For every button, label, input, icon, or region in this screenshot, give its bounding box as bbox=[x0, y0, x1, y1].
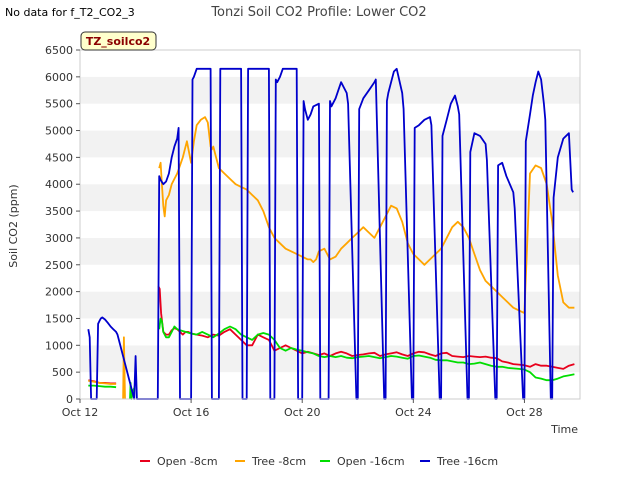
y-tick-label: 5000 bbox=[45, 125, 73, 138]
badge-label: TZ_soilco2 bbox=[86, 35, 150, 48]
y-tick-label: 6000 bbox=[45, 71, 73, 84]
y-tick-label: 1000 bbox=[45, 339, 73, 352]
plot-series bbox=[87, 67, 575, 400]
chart-title: Tonzi Soil CO2 Profile: Lower CO2 bbox=[210, 5, 426, 20]
badge: TZ_soilco2 bbox=[80, 31, 157, 51]
y-tick-label: 0 bbox=[66, 393, 73, 406]
legend: Open -8cm Tree -8cm Open -16cm Tree -16cm bbox=[140, 455, 498, 468]
no-data-note: No data for f_T2_CO2_3 bbox=[5, 6, 135, 19]
grid-band bbox=[80, 318, 580, 346]
legend-label: Open -16cm bbox=[337, 455, 405, 468]
y-tick-label: 6500 bbox=[45, 44, 73, 57]
x-axis-label: Time bbox=[550, 423, 578, 436]
legend-label: Tree -8cm bbox=[251, 455, 306, 468]
x-tick-label: Oct 28 bbox=[506, 406, 543, 419]
x-tick-label: Oct 12 bbox=[62, 406, 99, 419]
plot-frame bbox=[79, 49, 581, 400]
y-tick-label: 5500 bbox=[45, 98, 73, 111]
x-tick-label: Oct 20 bbox=[284, 406, 321, 419]
series-line-tree-16cm bbox=[87, 67, 574, 400]
grid-band bbox=[80, 50, 580, 77]
y-tick-label: 3500 bbox=[45, 205, 73, 218]
grid-band bbox=[80, 291, 580, 319]
y-tick-label: 4000 bbox=[45, 178, 73, 191]
x-tick-label: Oct 24 bbox=[395, 406, 432, 419]
y-axis-label: Soil CO2 (ppm) bbox=[7, 184, 20, 267]
y-tick-label: 1500 bbox=[45, 312, 73, 325]
y-axis: 0 500 1000 1500 2000 2500 3000 3500 4000 4500 5000… bbox=[45, 44, 80, 406]
y-tick-label: 2000 bbox=[45, 286, 73, 299]
y-tick-label: 2500 bbox=[45, 259, 73, 272]
y-tick-label: 500 bbox=[52, 366, 73, 379]
grid-band bbox=[80, 372, 580, 399]
grid-band bbox=[80, 76, 580, 104]
y-tick-label: 4500 bbox=[45, 151, 73, 164]
legend-label: Tree -16cm bbox=[436, 455, 498, 468]
x-axis: Oct 12 Oct 16 Oct 20 Oct 24 Oct 28 bbox=[62, 399, 543, 419]
x-tick-label: Oct 16 bbox=[173, 406, 210, 419]
y-tick-label: 3000 bbox=[45, 232, 73, 245]
legend-label: Open -8cm bbox=[157, 455, 218, 468]
